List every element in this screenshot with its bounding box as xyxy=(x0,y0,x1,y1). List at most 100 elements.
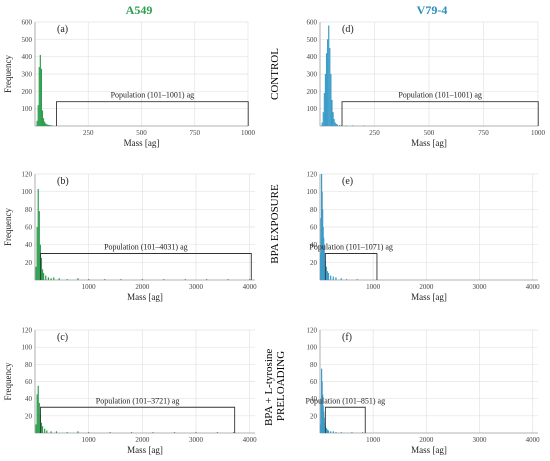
histogram-bar xyxy=(326,429,329,433)
histogram-bar xyxy=(331,100,333,126)
histogram-bar xyxy=(335,277,337,280)
histogram-bar xyxy=(41,269,44,280)
panel-label: (c) xyxy=(57,332,68,343)
x-tick-label: 4000 xyxy=(243,436,258,444)
y-tick-label: 60 xyxy=(310,224,318,232)
population-bracket xyxy=(56,101,249,126)
y-tick-label: 60 xyxy=(310,378,318,386)
histogram-bar xyxy=(109,432,111,433)
histogram-bar xyxy=(227,279,229,280)
histogram-bar xyxy=(327,272,330,280)
histogram-bar xyxy=(232,432,235,433)
histogram-bar xyxy=(38,402,40,433)
y-tick-label: 120 xyxy=(22,171,33,179)
histogram-bar xyxy=(363,125,365,126)
histogram-bar xyxy=(339,124,341,126)
y-tick-label: 100 xyxy=(22,188,33,196)
histogram-bar xyxy=(325,53,328,127)
panel-label: (d) xyxy=(342,24,354,35)
histogram-bar xyxy=(340,278,342,280)
histogram-bar xyxy=(38,67,40,126)
histogram-bar xyxy=(333,119,335,126)
y-tick-label: 100 xyxy=(307,344,318,352)
histogram-bar xyxy=(345,279,348,280)
histogram-bar xyxy=(58,278,60,280)
x-tick-label: 2000 xyxy=(135,436,150,444)
x-tick-label: 500 xyxy=(424,129,435,137)
y-tick-label: 80 xyxy=(25,361,33,369)
histogram-bar xyxy=(77,431,79,433)
histogram-bar xyxy=(45,123,47,126)
histogram-bar xyxy=(325,427,327,433)
histogram-bar xyxy=(361,432,364,433)
y-tick-label: 400 xyxy=(307,53,318,61)
panel-a: 100 200 300 400 500 600 250 500 750 1000 Populatio… xyxy=(3,19,256,149)
histogram-bar xyxy=(345,125,347,126)
y-tick-label: 80 xyxy=(25,206,33,214)
row-label-bpa-ltyrosine: BPA + L-tyrosine PRELOADING xyxy=(263,346,287,426)
histogram-bar xyxy=(335,123,337,126)
histogram-bar xyxy=(335,432,337,433)
panel-f: 20 40 60 80 100 120 1000 2000 3000 4000 Population… xyxy=(306,327,541,456)
y-tick-label: 60 xyxy=(25,224,33,232)
histogram-bar xyxy=(48,124,50,126)
histogram-bar xyxy=(327,430,330,433)
y-tick-label: 20 xyxy=(310,259,318,267)
y-tick-label: 200 xyxy=(22,88,33,96)
x-tick-label: 1000 xyxy=(82,436,97,444)
x-tick-label: 4000 xyxy=(526,283,541,291)
y-tick-label: 40 xyxy=(25,241,33,249)
population-bracket xyxy=(324,253,378,280)
x-tick-label: 500 xyxy=(136,129,147,137)
histogram-bar xyxy=(36,227,38,280)
histogram-bar xyxy=(324,74,327,126)
x-tick-label: 4000 xyxy=(526,436,541,444)
x-axis-label: Mass [ag] xyxy=(124,138,160,148)
y-tick-label: 60 xyxy=(25,378,33,386)
histogram-bar xyxy=(88,432,90,433)
panel-e: 20 40 60 80 100 120 1000 2000 3000 4000 Population… xyxy=(307,171,541,303)
panel-label: (e) xyxy=(342,176,353,187)
x-tick-label: 2000 xyxy=(419,436,434,444)
x-tick-label: 3000 xyxy=(473,283,488,291)
y-tick-label: 100 xyxy=(307,188,318,196)
panel-label: (a) xyxy=(57,24,68,35)
y-tick-label: 120 xyxy=(307,327,318,335)
x-tick-label: 1000 xyxy=(531,129,546,137)
histogram-bar xyxy=(332,112,334,126)
histogram-bar xyxy=(77,278,79,280)
x-tick-label: 2000 xyxy=(135,283,150,291)
histogram-bar xyxy=(163,279,165,280)
x-tick-label: 3000 xyxy=(189,436,204,444)
y-tick-label: 80 xyxy=(310,206,318,214)
y-tick-label: 100 xyxy=(22,344,33,352)
histogram-bar xyxy=(42,118,45,126)
histogram-bar xyxy=(37,105,39,126)
x-tick-label: 750 xyxy=(190,129,201,137)
histogram-bar xyxy=(55,431,58,433)
histogram-bar xyxy=(351,432,353,433)
population-label: Population (101–4031) ag xyxy=(104,243,188,252)
y-tick-label: 600 xyxy=(307,19,318,27)
x-tick-label: 1000 xyxy=(366,436,381,444)
panel-c: 20 40 60 80 100 120 1000 2000 3000 4000 Population… xyxy=(3,327,257,456)
x-axis-label: Mass [ag] xyxy=(411,138,447,148)
histogram-bar xyxy=(120,279,122,280)
row-label-bpa-exposure: BPA EXPOSURE xyxy=(269,184,281,264)
histogram-bar xyxy=(38,211,40,280)
population-label: Population (101–1001) ag xyxy=(111,91,195,100)
y-tick-label: 40 xyxy=(25,395,33,403)
histogram-bar xyxy=(195,432,197,433)
histogram-bar xyxy=(330,275,332,280)
y-tick-label: 120 xyxy=(22,327,33,335)
y-tick-label: 500 xyxy=(22,36,33,44)
population-label: Population (101–851) ag xyxy=(306,396,386,405)
histogram-bar xyxy=(40,422,43,433)
x-axis-label: Mass [ag] xyxy=(411,445,447,455)
histogram-bar xyxy=(35,424,37,433)
x-tick-label: 3000 xyxy=(189,283,204,291)
histogram-bar xyxy=(152,432,154,433)
histogram-bar xyxy=(37,385,39,433)
histogram-bar xyxy=(323,93,325,126)
